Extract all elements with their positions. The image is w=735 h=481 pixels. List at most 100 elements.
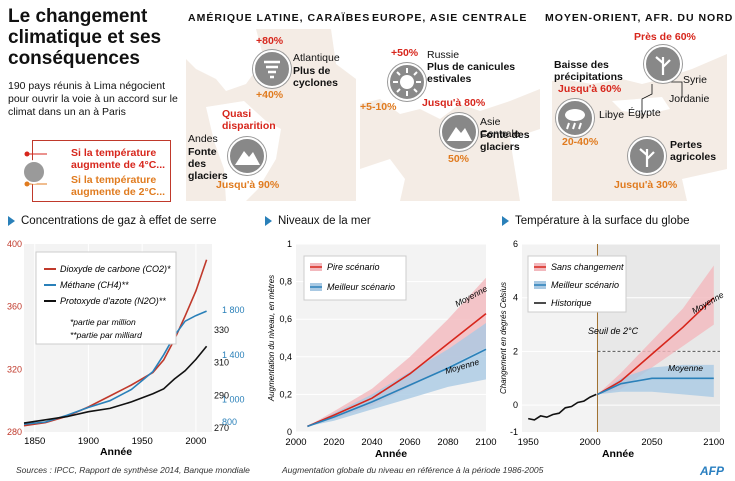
threshold-label: Seuil de 2°C xyxy=(588,326,639,336)
rain-four-value: Jusqu'à 60% xyxy=(558,83,622,95)
tick-right-black: 270 xyxy=(214,423,229,433)
note-ppm: *partie par million xyxy=(70,317,136,327)
tick-y: 0,2 xyxy=(279,389,292,399)
russia-four-value: +50% xyxy=(391,47,419,59)
tick-left: 280 xyxy=(7,427,22,437)
rain-cloud-icon xyxy=(556,99,594,137)
scenario-legend: Si la température augmente de 4°C... Si … xyxy=(22,140,171,202)
asia-region-label: Asie Centrale xyxy=(480,116,520,140)
tick-left: 360 xyxy=(7,302,22,312)
chart2-ylabel: Augmentation du niveau, en mètres xyxy=(267,275,276,402)
tick-x: 2060 xyxy=(399,437,420,448)
series-line-1 xyxy=(307,348,487,428)
tick-y: 4 xyxy=(513,293,518,303)
andes-region-label: Andes xyxy=(188,133,218,145)
tick-x: 2100 xyxy=(703,437,724,448)
tick-y: 6 xyxy=(513,239,518,249)
chart2-title: Niveaux de la mer xyxy=(265,215,371,227)
region-title-latam: AMÉRIQUE LATINE, CARAÏBES xyxy=(188,12,371,24)
band-1 xyxy=(307,323,486,427)
region-title-europe: EUROPE, ASIE CENTRALE xyxy=(372,12,528,24)
triangle-icon xyxy=(8,215,15,226)
rain-two-value: 20-40% xyxy=(562,136,599,148)
chart3-ylabel: Changement en degrés Celsius xyxy=(499,282,508,394)
tick-right-black: 290 xyxy=(214,390,229,400)
chart1-xlabel: Année xyxy=(100,446,132,458)
note-ppb: **partie par milliard xyxy=(70,330,142,340)
tick-x: 2020 xyxy=(323,437,344,448)
tick-left: 320 xyxy=(7,364,22,374)
chart1-title: Concentrations de gaz à effet de serre xyxy=(8,215,216,227)
tick-y: 0 xyxy=(287,427,292,437)
russia-two-value: +5-10% xyxy=(360,101,397,113)
asia-four-value: Jusqu'à 80% xyxy=(422,97,486,109)
legend-four-degrees: Si la température augmente de 4°C... xyxy=(71,147,166,171)
tick-y: 0 xyxy=(513,400,518,410)
chart2-legend: Pire scénario Meilleur scénario xyxy=(303,255,407,301)
tick-y: 0,4 xyxy=(279,352,292,362)
chart3-legend: Sans changement Meilleur scénario Histor… xyxy=(527,255,627,313)
atl-two-value: +40% xyxy=(256,89,284,101)
atl-region-label: Atlantique xyxy=(293,52,340,64)
asia-two-value: 50% xyxy=(448,153,470,165)
plant-icon xyxy=(628,137,666,175)
tick-right-blue: 1 800 xyxy=(222,305,245,315)
chart3-label-best: Moyenne xyxy=(668,363,703,373)
legend-marker-icon xyxy=(22,151,47,187)
series-line-2 xyxy=(528,393,597,421)
triangle-icon xyxy=(265,215,272,226)
series-line-2 xyxy=(23,345,208,424)
tick-x: 1950 xyxy=(518,437,539,448)
legend-worst: Pire scénario xyxy=(327,262,380,272)
tick-right-blue: 1 000 xyxy=(222,395,245,405)
chart1-legend: Dioxyde de carbone (CO2)* Méthane (CH4)*… xyxy=(35,251,177,345)
map-mena-shape xyxy=(552,29,727,201)
andes-desc-label: Fonte des glaciers xyxy=(188,146,228,182)
legend-history: Historique xyxy=(551,298,592,308)
band-1 xyxy=(597,364,714,398)
series-line-1 xyxy=(597,377,714,396)
syrie-label: Syrie xyxy=(683,74,707,86)
tick-y: -1 xyxy=(510,427,518,437)
tick-x: 2100 xyxy=(475,437,496,448)
cyclone-icon xyxy=(253,50,291,88)
russia-region-label: Russie xyxy=(427,49,460,61)
page-subtitle: 190 pays réunis à Lima négocient pour ou… xyxy=(8,80,178,118)
tick-x: 1950 xyxy=(132,436,153,447)
rain-desc-label: Baisse des précipitations xyxy=(554,59,623,83)
legend-co2: Dioxyde de carbone (CO2)* xyxy=(60,264,171,274)
legend-two-degrees: Si la température augmente de 2°C... xyxy=(71,174,166,198)
page-title: Le changement climatique et ses conséque… xyxy=(8,6,162,69)
agri-four-value: Près de 60% xyxy=(634,31,696,43)
tick-x: 1850 xyxy=(24,436,45,447)
sources: Sources : IPCC, Rapport de synthèse 2014… xyxy=(16,465,250,475)
chart-ghg: 400 360 320 280 1 800 1 400 1 000 800 330 310 290 2… xyxy=(7,239,245,458)
tick-right-black: 330 xyxy=(214,325,229,335)
chart3-title-text: Température à la surface du globe xyxy=(515,215,690,227)
tick-y: 0,6 xyxy=(279,314,292,324)
legend-best: Meilleur scénario xyxy=(327,282,395,292)
triangle-icon xyxy=(502,215,509,226)
atl-four-value: +80% xyxy=(256,35,284,47)
chart3-xlabel: Année xyxy=(602,448,634,460)
chart3-title: Température à la surface du globe xyxy=(502,215,690,227)
chart2-title-text: Niveaux de la mer xyxy=(278,215,371,227)
map-europe: +50% Russie Plus de canicules estivales … xyxy=(360,29,540,201)
tick-x: 2000 xyxy=(185,436,206,447)
series-line-0 xyxy=(307,312,487,428)
legend-nochange: Sans changement xyxy=(551,262,624,272)
chart-sea-level: 0 0,2 0,4 0,6 0,8 1 2000 2020 2040 2060 2080 2100 P… xyxy=(267,239,497,460)
region-title-mena: MOYEN-ORIENT, AFR. DU NORD xyxy=(545,12,734,24)
chart2-caption: Augmentation globale du niveau en référe… xyxy=(282,465,544,475)
tick-right-black: 310 xyxy=(214,358,229,368)
tick-right-blue: 800 xyxy=(222,417,237,427)
legend-best-temp: Meilleur scénario xyxy=(551,280,619,290)
andes-four-value: Quasi disparition xyxy=(222,108,276,132)
chart1-title-text: Concentrations de gaz à effet de serre xyxy=(21,215,217,227)
tick-y: 0,8 xyxy=(279,277,292,287)
band-0 xyxy=(597,265,714,395)
map-latam: +80% Atlantique Plus de cyclones +40% Qu… xyxy=(186,29,356,201)
map-mena: Près de 60% Baisse des précipitations Ju… xyxy=(552,29,727,201)
tick-x: 2000 xyxy=(579,437,600,448)
legend-n2o: Protoxyde d'azote (N2O)** xyxy=(60,296,166,306)
